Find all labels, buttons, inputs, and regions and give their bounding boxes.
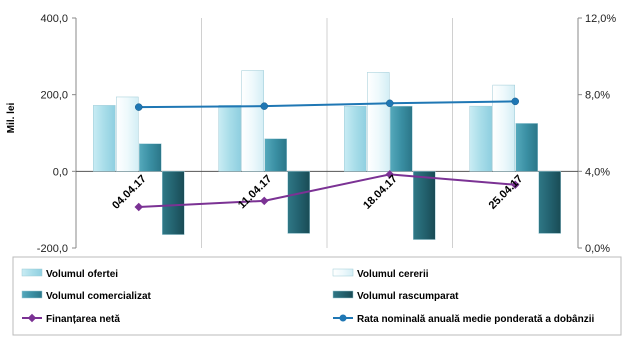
bar-volumul-cererii bbox=[367, 72, 390, 172]
category-label: 25.04.17 bbox=[487, 173, 526, 212]
left-axis-ticks: -200,0 0,0 200,0 400,0 bbox=[37, 13, 76, 255]
right-tick-label: 8,0% bbox=[585, 90, 610, 102]
bar-volumul-ofertei bbox=[218, 105, 241, 172]
line-finantarea-neta bbox=[138, 173, 516, 208]
right-tick-label: 12,0% bbox=[585, 13, 616, 25]
left-tick-label: 200,0 bbox=[40, 90, 68, 102]
bar-volumul-comercializat bbox=[264, 138, 287, 172]
bar-volumul-rascumparat bbox=[162, 171, 185, 235]
legend-label: Volumul cererii bbox=[357, 269, 429, 280]
bar-volumul-rascumparat bbox=[413, 171, 436, 240]
lines-layer bbox=[134, 97, 520, 212]
point-finantarea-neta bbox=[260, 196, 269, 206]
right-tick-label: 0,0% bbox=[585, 243, 610, 255]
bar-volumul-cererii bbox=[492, 84, 515, 172]
legend-item: Volumul ofertei bbox=[21, 268, 118, 280]
legend-label: Volumul rascumparat bbox=[357, 291, 459, 302]
legend-frame bbox=[12, 256, 622, 336]
legend-item: Volumul comercializat bbox=[21, 290, 152, 302]
bar-volumul-comercializat bbox=[515, 123, 538, 172]
legend: Volumul ofertei Volumul cererii Volumul co… bbox=[21, 268, 594, 325]
category-label: 11.04.17 bbox=[236, 173, 274, 211]
point-finantarea-neta bbox=[385, 170, 394, 179]
bars-layer bbox=[93, 70, 561, 240]
bar-volumul-cererii bbox=[116, 96, 139, 172]
legend-swatch bbox=[21, 268, 43, 277]
legend-marker bbox=[27, 313, 37, 323]
legend-label: Volumul comercializat bbox=[46, 291, 152, 302]
legend-swatch bbox=[21, 290, 43, 299]
left-tick-label: 0,0 bbox=[53, 166, 68, 178]
bar-volumul-ofertei bbox=[93, 105, 116, 172]
left-tick-label: 400,0 bbox=[40, 13, 68, 25]
grid-lines bbox=[201, 18, 453, 248]
point-rata-nominala-anuala-medie-ponderata-a-dobanzii bbox=[511, 97, 519, 106]
legend-item: Volumul rascumparat bbox=[332, 290, 459, 302]
point-finantarea-neta bbox=[134, 202, 143, 212]
bar-volumul-comercializat bbox=[390, 105, 413, 172]
line-rata-nominala-anuala-medie-ponderata-a-dobanzii bbox=[138, 100, 516, 109]
legend-swatch bbox=[332, 290, 354, 299]
point-rata-nominala-anuala-medie-ponderata-a-dobanzii bbox=[260, 102, 268, 110]
bar-volumul-rascumparat bbox=[538, 171, 561, 234]
right-axis-ticks: 0,0% 4,0% 8,0% 12,0% bbox=[578, 13, 616, 255]
legend-label: Volumul ofertei bbox=[46, 269, 118, 280]
left-tick-label: -200,0 bbox=[37, 243, 68, 255]
legend-label: Finanțarea netă bbox=[46, 314, 120, 325]
legend-marker bbox=[339, 314, 347, 322]
legend-swatch bbox=[332, 268, 354, 277]
legend-item: Rata nominală anuală medie ponderată a d… bbox=[333, 314, 594, 325]
bar-volumul-comercializat bbox=[139, 143, 162, 172]
legend-item: Finanțarea netă bbox=[22, 313, 120, 325]
bar-volumul-rascumparat bbox=[287, 171, 310, 234]
point-rata-nominala-anuala-medie-ponderata-a-dobanzii bbox=[135, 103, 143, 111]
legend-label: Rata nominală anuală medie ponderată a d… bbox=[357, 314, 594, 325]
point-rata-nominala-anuala-medie-ponderata-a-dobanzii bbox=[386, 99, 394, 108]
bar-volumul-ofertei bbox=[469, 105, 492, 172]
right-tick-label: 4,0% bbox=[585, 166, 610, 178]
legend-item: Volumul cererii bbox=[332, 268, 429, 280]
bar-volumul-cererii bbox=[241, 70, 264, 172]
y-axis-label: Mil. lei bbox=[6, 102, 17, 133]
bar-volumul-ofertei bbox=[344, 105, 367, 172]
